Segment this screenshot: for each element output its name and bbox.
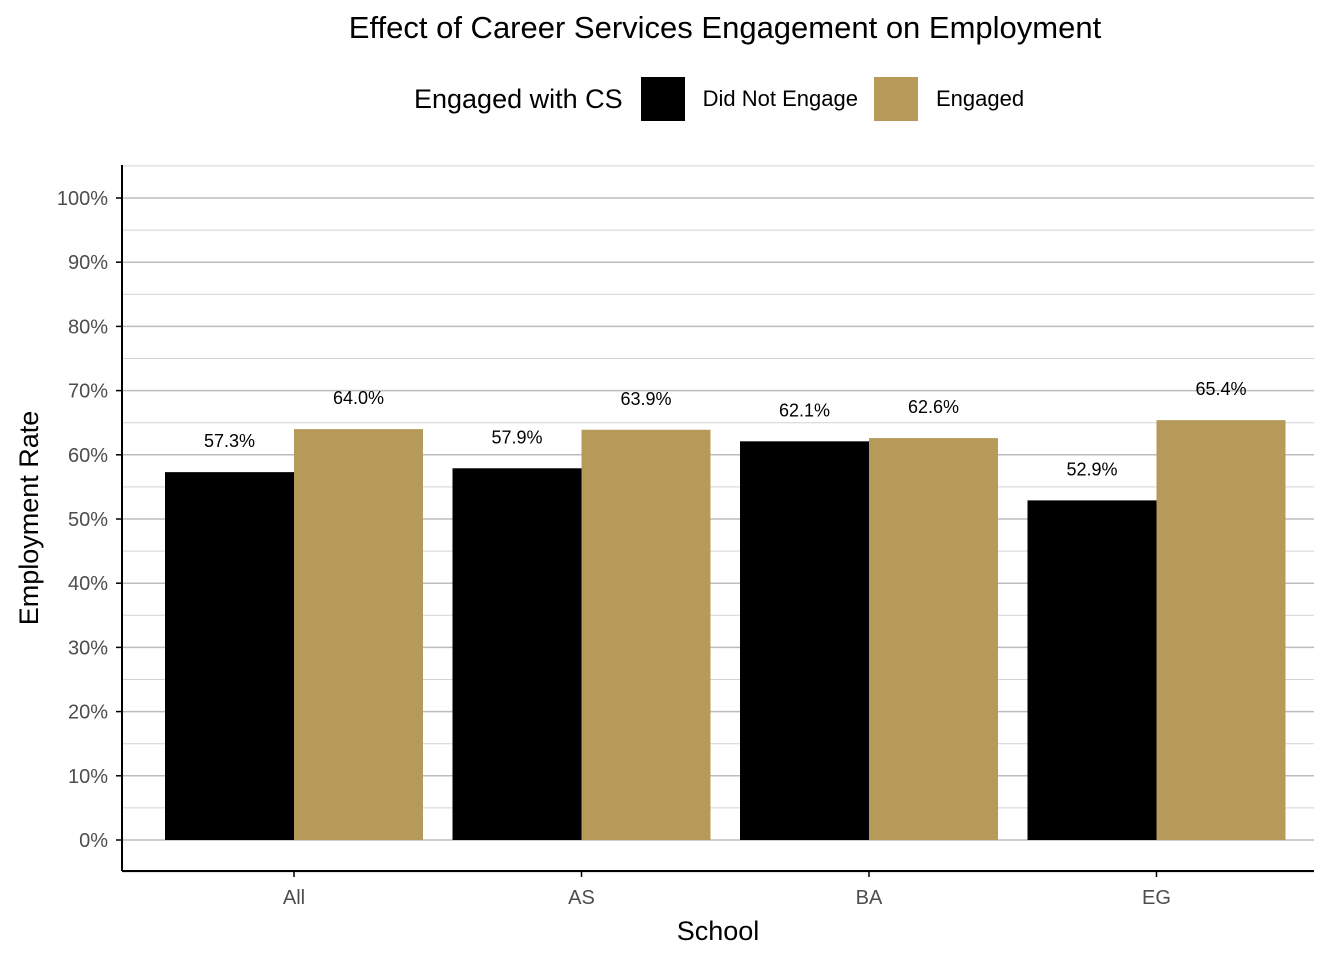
x-tick-label-eg: EG	[1142, 887, 1171, 909]
data-label-eg-did-not-engage: 52.9%	[1066, 459, 1117, 479]
x-tick-label-as: AS	[568, 887, 595, 909]
data-label-all-engaged: 64.0%	[333, 388, 384, 408]
legend-swatch-engaged	[873, 77, 918, 121]
y-tick-label: 20%	[68, 702, 108, 724]
y-tick-label: 40%	[68, 573, 108, 595]
bar-as-did-not-engage	[452, 468, 582, 840]
y-axis-title: Employment Rate	[14, 411, 44, 626]
legend-item-engaged: Engaged	[873, 77, 1025, 121]
y-tick-label: 50%	[68, 509, 108, 531]
y-tick-label: 100%	[57, 188, 108, 210]
x-tick-label-all: All	[283, 887, 305, 909]
bar-eg-did-not-engage	[1027, 500, 1157, 840]
data-label-as-engaged: 63.9%	[620, 389, 671, 409]
bar-ba-engaged	[869, 438, 998, 840]
legend-label-engaged: Engaged	[935, 86, 1025, 111]
legend-swatch-did-not-engage	[640, 77, 685, 121]
legend: Engaged with CS Did Not Engage Engaged	[414, 76, 1040, 122]
bar-as-engaged	[581, 429, 711, 840]
data-label-as-did-not-engage: 57.9%	[491, 427, 542, 447]
y-tick-label: 0%	[79, 830, 108, 852]
legend-item-did-not-engage: Did Not Engage	[640, 77, 858, 121]
data-label-all-did-not-engage: 57.3%	[204, 431, 255, 451]
bar-all-did-not-engage	[165, 472, 294, 840]
chart-title: Effect of Career Services Engagement on …	[348, 10, 1102, 45]
y-tick-label: 90%	[68, 252, 108, 274]
bar-eg-engaged	[1156, 420, 1286, 840]
y-tick-label: 30%	[68, 637, 108, 659]
bar-ba-did-not-engage	[740, 441, 869, 840]
data-label-ba-engaged: 62.6%	[908, 397, 959, 417]
data-label-ba-did-not-engage: 62.1%	[779, 400, 830, 420]
x-tick-label-ba: BA	[856, 887, 883, 909]
y-tick-label: 70%	[68, 381, 108, 403]
legend-label-did-not-engage: Did Not Engage	[702, 86, 858, 111]
bar-all-engaged	[294, 429, 423, 840]
data-label-eg-engaged: 65.4%	[1195, 379, 1246, 399]
legend-title: Engaged with CS	[414, 83, 623, 114]
y-tick-label: 80%	[68, 316, 108, 338]
y-tick-label: 10%	[68, 766, 108, 788]
x-axis-title: School	[677, 916, 760, 946]
y-tick-label: 60%	[68, 445, 108, 467]
